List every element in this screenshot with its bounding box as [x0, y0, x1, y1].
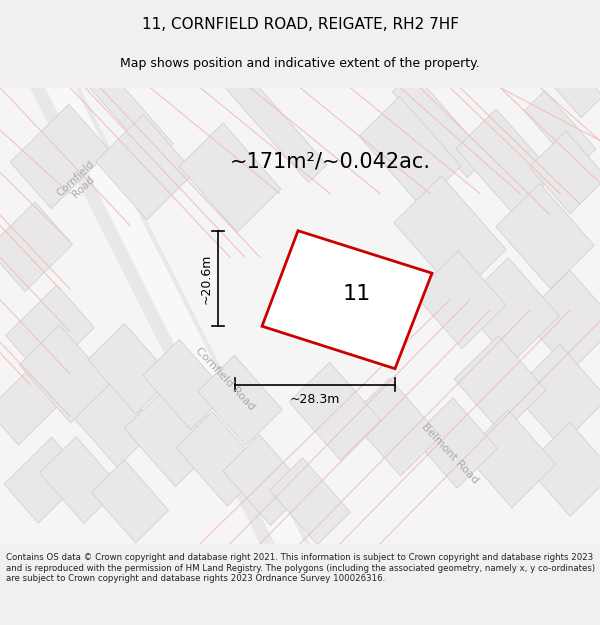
Polygon shape: [262, 231, 432, 369]
Polygon shape: [523, 270, 600, 372]
Polygon shape: [223, 435, 307, 526]
Polygon shape: [124, 389, 215, 487]
Polygon shape: [547, 58, 600, 118]
Polygon shape: [87, 66, 173, 162]
Polygon shape: [30, 88, 310, 544]
Polygon shape: [19, 325, 110, 423]
Polygon shape: [5, 285, 94, 378]
Text: Contains OS data © Crown copyright and database right 2021. This information is : Contains OS data © Crown copyright and d…: [6, 554, 595, 583]
Polygon shape: [414, 251, 506, 349]
Polygon shape: [524, 91, 596, 169]
Polygon shape: [529, 131, 600, 214]
Polygon shape: [454, 336, 546, 434]
Polygon shape: [95, 114, 194, 220]
Polygon shape: [413, 398, 497, 488]
Polygon shape: [91, 460, 169, 542]
Polygon shape: [88, 323, 172, 414]
Text: Map shows position and indicative extent of the property.: Map shows position and indicative extent…: [120, 56, 480, 69]
Polygon shape: [512, 344, 600, 446]
Polygon shape: [213, 56, 327, 182]
Polygon shape: [289, 362, 380, 460]
Polygon shape: [40, 437, 121, 523]
Polygon shape: [392, 72, 488, 178]
Polygon shape: [0, 202, 73, 291]
Text: ~171m²/~0.042ac.: ~171m²/~0.042ac.: [229, 152, 431, 172]
Polygon shape: [62, 366, 157, 468]
Text: Belmont Road: Belmont Road: [419, 421, 481, 486]
Text: Cornfield
Road: Cornfield Road: [55, 159, 104, 207]
Polygon shape: [464, 410, 556, 508]
Polygon shape: [198, 355, 282, 446]
Polygon shape: [176, 412, 264, 506]
Text: Cornfield Road: Cornfield Road: [193, 346, 257, 413]
Polygon shape: [0, 367, 62, 445]
Text: ~28.3m: ~28.3m: [290, 393, 340, 406]
Polygon shape: [526, 422, 600, 516]
Polygon shape: [45, 88, 305, 544]
Polygon shape: [143, 339, 227, 430]
Text: ~20.6m: ~20.6m: [199, 253, 212, 304]
Text: 11, CORNFIELD ROAD, REIGATE, RH2 7HF: 11, CORNFIELD ROAD, REIGATE, RH2 7HF: [142, 17, 458, 32]
Polygon shape: [4, 437, 86, 523]
Text: 11: 11: [343, 284, 371, 304]
Polygon shape: [394, 176, 506, 296]
Polygon shape: [456, 109, 554, 214]
Polygon shape: [359, 96, 461, 206]
Polygon shape: [269, 458, 350, 545]
Polygon shape: [349, 378, 440, 476]
Polygon shape: [496, 183, 594, 289]
Polygon shape: [461, 258, 559, 363]
Polygon shape: [179, 123, 281, 232]
Polygon shape: [10, 104, 110, 209]
